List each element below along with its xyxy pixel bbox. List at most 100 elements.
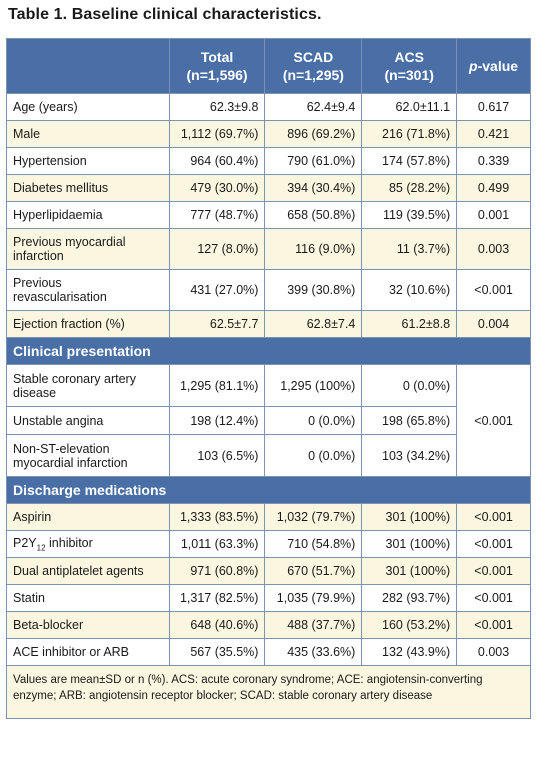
table-cell: 216 (71.8%) xyxy=(361,120,458,148)
table-cell: 648 (40.6%) xyxy=(168,611,266,639)
table-cell: 62.5±7.7 xyxy=(168,310,266,338)
header-acs: ACS (n=301) xyxy=(361,38,458,94)
table-cell: 1,035 (79.9%) xyxy=(264,584,363,612)
table-cell: 488 (37.7%) xyxy=(264,611,363,639)
table-cell: 103 (34.2%) xyxy=(361,434,458,477)
table-cell: Statin xyxy=(6,584,170,612)
table-cell: 896 (69.2%) xyxy=(264,120,363,148)
table-cell: Ejection fraction (%) xyxy=(6,310,170,338)
table-cell: 431 (27.0%) xyxy=(168,269,266,311)
header-p-value: p-value xyxy=(456,38,531,94)
table-row: Hypertension 964 (60.4%) 790 (61.0%) 174… xyxy=(6,147,531,175)
table-cell: <0.001 xyxy=(456,611,531,639)
table-cell: Discharge medications xyxy=(6,476,531,504)
table-cell: 132 (43.9%) xyxy=(361,638,458,666)
table-cell: 710 (54.8%) xyxy=(264,530,363,558)
table-cell: 0 (0.0%) xyxy=(264,434,363,477)
table-cell: Non-ST-elevation myocardial infarction xyxy=(6,434,170,477)
table-cell: 11 (3.7%) xyxy=(361,228,458,270)
table-cell: 971 (60.8%) xyxy=(168,557,266,585)
section-clinical-presentation: Clinical presentation xyxy=(6,337,531,365)
table-cell: 282 (93.7%) xyxy=(361,584,458,612)
table-row: Statin 1,317 (82.5%) 1,035 (79.9%) 282 (… xyxy=(6,584,531,612)
table-cell: 0.617 xyxy=(456,93,531,121)
table-cell: 32 (10.6%) xyxy=(361,269,458,311)
table-cell: 567 (35.5%) xyxy=(168,638,266,666)
header-total: Total (n=1,596) xyxy=(168,38,266,94)
footnote: Values are mean±SD or n (%). ACS: acute … xyxy=(6,665,531,719)
table-row: Previous myocardial infarction 127 (8.0%)… xyxy=(6,228,531,270)
table-cell: 103 (6.5%) xyxy=(168,434,266,477)
table-cell: 0.499 xyxy=(456,174,531,202)
table-cell: Diabetes mellitus xyxy=(6,174,170,202)
table-row: Unstable angina 198 (12.4%) 0 (0.0%) 198… xyxy=(6,406,531,435)
table-row: Diabetes mellitus 479 (30.0%) 394 (30.4%… xyxy=(6,174,531,202)
table-cell: Previous revascularisation xyxy=(6,269,170,311)
footnote-row: Values are mean±SD or n (%). ACS: acute … xyxy=(6,665,531,719)
table-cell: 479 (30.0%) xyxy=(168,174,266,202)
table-cell: 0 (0.0%) xyxy=(361,364,458,407)
table-cell: 1,295 (100%) xyxy=(264,364,363,407)
table-cell: 0.003 xyxy=(456,228,531,270)
table-row: Previous revascularisation 431 (27.0%) 39… xyxy=(6,269,531,311)
table-row: Aspirin 1,333 (83.5%) 1,032 (79.7%) 301 … xyxy=(6,503,531,531)
table-cell: Dual antiplatelet agents xyxy=(6,557,170,585)
table-cell: Unstable angina xyxy=(6,406,170,435)
table-row: Stable coronary artery disease 1,295 (81.… xyxy=(6,364,531,477)
table-row: Hyperlipidaemia 777 (48.7%) 658 (50.8%) … xyxy=(6,201,531,229)
table-cell: 174 (57.8%) xyxy=(361,147,458,175)
table-cell: 399 (30.8%) xyxy=(264,269,363,311)
table-cell: <0.001 xyxy=(456,584,531,612)
table-cell: 0.421 xyxy=(456,120,531,148)
table-row: ACE inhibitor or ARB 567 (35.5%) 435 (33… xyxy=(6,638,531,666)
table-cell: <0.001 xyxy=(456,269,531,311)
table-row: P2Y12 inhibitor 1,011 (63.3%) 710 (54.8%… xyxy=(6,530,531,558)
table-cell: 670 (51.7%) xyxy=(264,557,363,585)
table-cell: 1,112 (69.7%) xyxy=(168,120,266,148)
table-cell: 160 (53.2%) xyxy=(361,611,458,639)
table-cell: Previous myocardial infarction xyxy=(6,228,170,270)
table-cell: 62.4±9.4 xyxy=(264,93,363,121)
table-cell: 1,333 (83.5%) xyxy=(168,503,266,531)
table-cell: 0.001 xyxy=(456,201,531,229)
table-cell: 62.8±7.4 xyxy=(264,310,363,338)
table-cell: <0.001 xyxy=(456,530,531,558)
header-blank-cell xyxy=(6,38,170,94)
table-row: Ejection fraction (%) 62.5±7.7 62.8±7.4 … xyxy=(6,310,531,338)
table-cell: 0 (0.0%) xyxy=(264,406,363,435)
table-row: Male 1,112 (69.7%) 896 (69.2%) 216 (71.8… xyxy=(6,120,531,148)
table-cell: Clinical presentation xyxy=(6,337,531,365)
table-cell: 1,011 (63.3%) xyxy=(168,530,266,558)
table-cell: 85 (28.2%) xyxy=(361,174,458,202)
table-cell: 964 (60.4%) xyxy=(168,147,266,175)
table-cell: 0.004 xyxy=(456,310,531,338)
table-cell: 116 (9.0%) xyxy=(264,228,363,270)
table-row: Age (years) 62.3±9.8 62.4±9.4 62.0±11.1 … xyxy=(6,93,531,121)
table-cell: 62.3±9.8 xyxy=(168,93,266,121)
table-cell: Age (years) xyxy=(6,93,170,121)
table-cell: <0.001 xyxy=(456,557,531,585)
table-cell: 301 (100%) xyxy=(361,557,458,585)
table-cell: 777 (48.7%) xyxy=(168,201,266,229)
table-cell: 301 (100%) xyxy=(361,530,458,558)
table-cell: 0.339 xyxy=(456,147,531,175)
table-cell: Hyperlipidaemia xyxy=(6,201,170,229)
table-cell: 1,032 (79.7%) xyxy=(264,503,363,531)
table-cell: 119 (39.5%) xyxy=(361,201,458,229)
table-cell: Hypertension xyxy=(6,147,170,175)
table-cell: ACE inhibitor or ARB xyxy=(6,638,170,666)
table-cell: 790 (61.0%) xyxy=(264,147,363,175)
table-cell: 61.2±8.8 xyxy=(361,310,458,338)
table-row: Beta-blocker 648 (40.6%) 488 (37.7%) 160… xyxy=(6,611,531,639)
table-cell: Aspirin xyxy=(6,503,170,531)
table-cell: 198 (65.8%) xyxy=(361,406,458,435)
baseline-table: Total (n=1,596) SCAD (n=1,295) ACS (n=301) … xyxy=(6,38,531,719)
table-cell: <0.001 xyxy=(456,503,531,531)
table-cell: Beta-blocker xyxy=(6,611,170,639)
table-cell: 0.003 xyxy=(456,638,531,666)
table-title: Table 1. Baseline clinical characteristi… xyxy=(8,6,322,23)
table-cell: 658 (50.8%) xyxy=(264,201,363,229)
table-cell: 301 (100%) xyxy=(361,503,458,531)
table-cell: 394 (30.4%) xyxy=(264,174,363,202)
